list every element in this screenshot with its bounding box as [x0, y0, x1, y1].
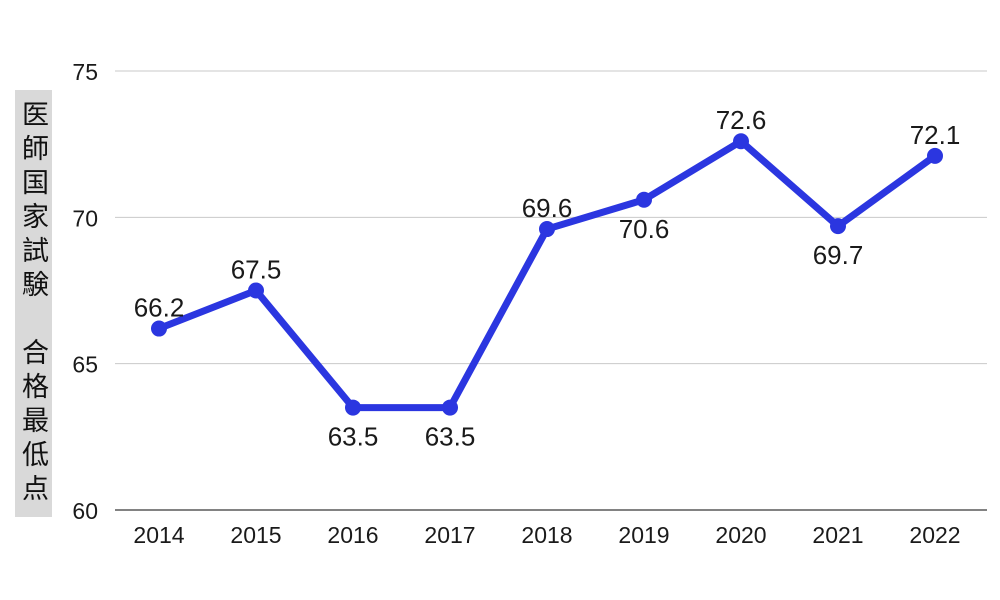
data-point [345, 399, 361, 416]
y-tick-label: 70 [72, 205, 98, 231]
data-label: 72.6 [716, 105, 767, 135]
y-axis-title: 医師国家試験 合格最低点 [15, 90, 52, 517]
y-tick-label: 65 [72, 352, 98, 378]
data-point [830, 218, 846, 235]
x-tick-label: 2014 [133, 522, 184, 548]
data-point [927, 147, 943, 164]
data-label: 63.5 [328, 422, 379, 452]
data-point [151, 320, 167, 337]
data-label: 69.7 [813, 240, 864, 270]
x-tick-label: 2015 [230, 522, 281, 548]
data-point [442, 399, 458, 416]
data-point [248, 282, 264, 299]
data-point [539, 221, 555, 238]
data-label: 66.2 [134, 293, 185, 323]
x-tick-label: 2019 [618, 522, 669, 548]
x-tick-label: 2018 [521, 522, 572, 548]
data-point [733, 133, 749, 150]
x-tick-label: 2020 [715, 522, 766, 548]
data-point [636, 191, 652, 208]
data-label: 72.1 [910, 120, 961, 150]
data-label: 69.6 [522, 193, 573, 223]
x-tick-label: 2017 [424, 522, 475, 548]
data-label: 70.6 [619, 214, 670, 244]
x-tick-label: 2021 [812, 522, 863, 548]
data-label: 63.5 [425, 422, 476, 452]
y-tick-label: 75 [72, 59, 98, 85]
y-tick-label: 60 [72, 498, 98, 524]
x-tick-label: 2016 [327, 522, 378, 548]
data-label: 67.5 [231, 255, 282, 285]
x-tick-label: 2022 [909, 522, 960, 548]
